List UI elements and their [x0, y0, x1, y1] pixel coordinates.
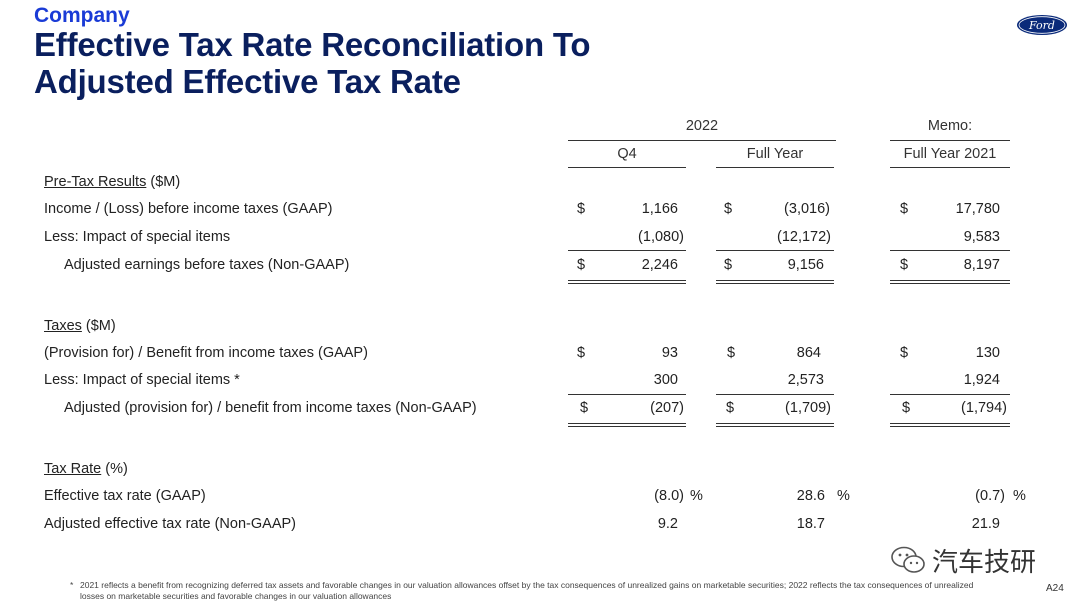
page-title: Effective Tax Rate Reconciliation To Adj…	[34, 26, 734, 100]
total-rule	[716, 280, 834, 281]
col-full-year-2021: Full Year 2021	[903, 146, 997, 162]
subtotal-rule	[568, 394, 686, 395]
col-q4: Q4	[617, 146, 637, 162]
total-rule	[568, 280, 686, 281]
subtotal-rule	[716, 250, 834, 251]
rule-fy	[716, 167, 834, 168]
total-rule	[890, 423, 1010, 424]
subtotal-rule	[890, 394, 1010, 395]
logo-text: Ford	[1028, 19, 1055, 32]
section-title-taxrate: Tax Rate (%)	[44, 461, 128, 477]
rule-q4	[568, 167, 686, 168]
title-line-1: Effective Tax Rate Reconciliation To	[34, 26, 591, 63]
subtotal-rule	[890, 250, 1010, 251]
total-rule	[716, 426, 834, 427]
ford-logo: Ford	[1017, 15, 1067, 35]
rule-2022	[568, 140, 836, 141]
rule-memo	[890, 140, 1010, 141]
total-rule	[890, 283, 1010, 284]
title-line-2: Adjusted Effective Tax Rate	[34, 63, 461, 100]
subtotal-rule	[568, 250, 686, 251]
watermark-text: 汽车技研	[932, 546, 1037, 577]
total-rule	[890, 280, 1010, 281]
col-group-2022: 2022	[685, 118, 719, 134]
wechat-icon	[891, 546, 925, 573]
page-number: A24	[1046, 583, 1064, 594]
rule-fy21	[890, 167, 1010, 168]
subtotal-rule	[716, 394, 834, 395]
total-rule	[716, 283, 834, 284]
total-rule	[568, 426, 686, 427]
total-rule	[568, 283, 686, 284]
total-rule	[568, 423, 686, 424]
footnote: * 2021 reflects a benefit from recognizi…	[70, 580, 990, 602]
section-title-pretax: Pre-Tax Results ($M)	[44, 174, 181, 190]
watermark: 汽车技研	[890, 540, 1036, 580]
total-rule	[716, 423, 834, 424]
total-rule	[890, 426, 1010, 427]
col-full-year: Full Year	[746, 146, 804, 162]
section-title-taxes: Taxes ($M)	[44, 318, 116, 334]
company-label: Company	[34, 4, 130, 27]
footnote-star: *	[70, 580, 74, 590]
footnote-text: 2021 reflects a benefit from recognizing…	[80, 580, 974, 601]
col-memo: Memo:	[927, 118, 973, 134]
